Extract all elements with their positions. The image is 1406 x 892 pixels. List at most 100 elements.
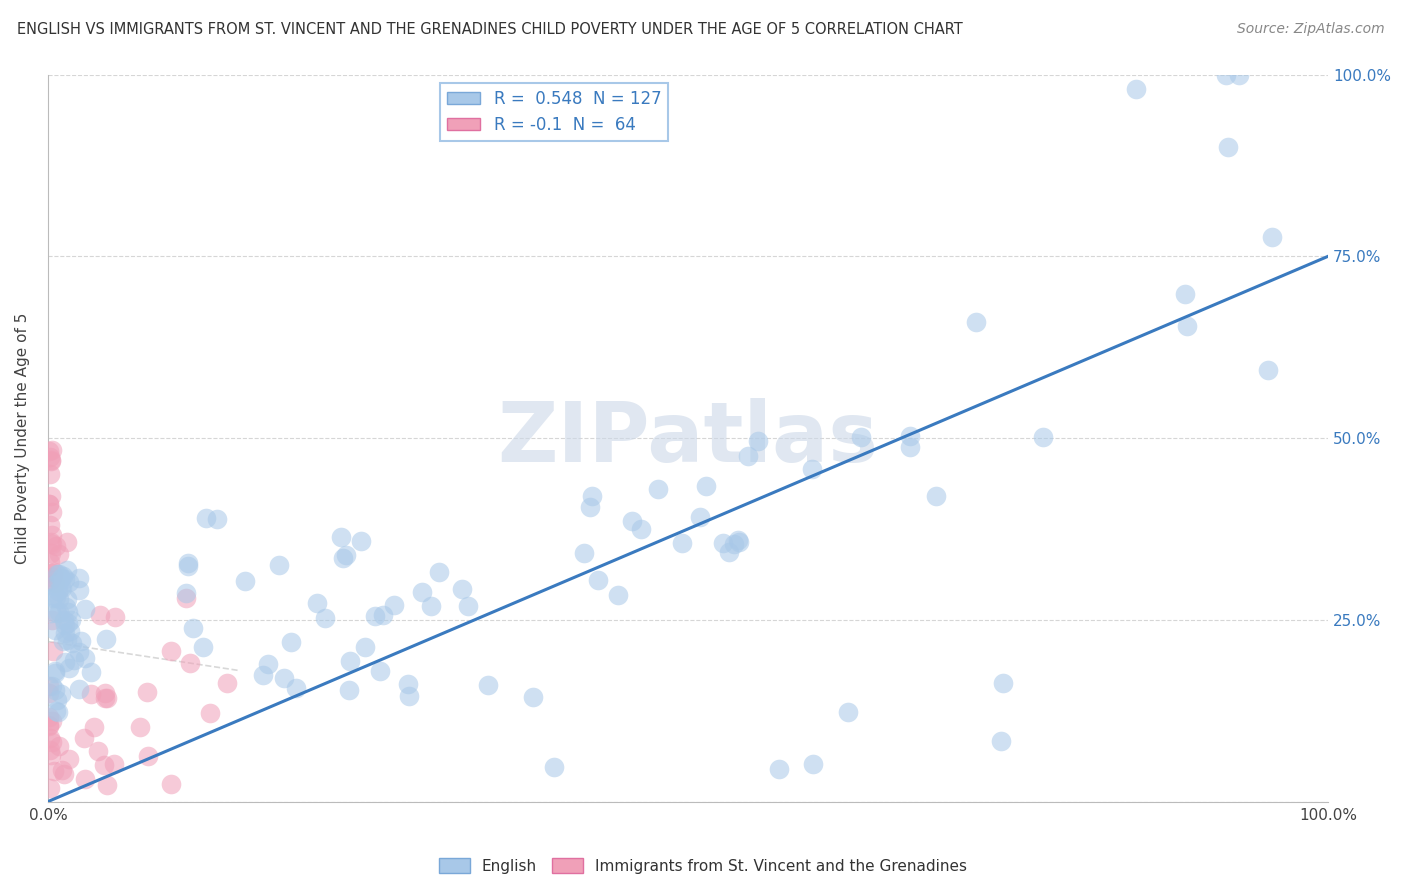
Point: [711, 536, 734, 550]
Point: [717, 545, 740, 559]
Point: [330, 530, 353, 544]
Point: [52, 634, 75, 648]
Point: [52, 766, 75, 780]
Point: [41, 537, 63, 551]
Point: [38, 719, 60, 733]
Point: [67, 583, 90, 598]
Point: [39, 606, 62, 620]
Point: [60, 635, 83, 649]
Point: [572, 545, 595, 559]
Point: [451, 582, 474, 596]
Point: [174, 585, 197, 599]
Point: [382, 598, 405, 612]
Point: [87, 744, 110, 758]
Point: [159, 777, 181, 791]
Point: [73, 731, 96, 745]
Point: [39, 467, 62, 482]
Point: [55, 599, 77, 614]
Point: [44, 576, 66, 591]
Point: [46, 567, 69, 582]
Point: [45, 590, 67, 604]
Point: [38, 497, 60, 511]
Point: [1175, 318, 1198, 333]
Point: [723, 536, 745, 550]
Point: [67, 681, 90, 696]
Point: [60, 613, 83, 627]
Point: [285, 681, 308, 695]
Point: [747, 434, 769, 449]
Point: [335, 548, 357, 562]
Point: [48, 566, 70, 581]
Point: [768, 762, 790, 776]
Point: [48, 739, 70, 753]
Point: [695, 479, 717, 493]
Point: [51, 580, 73, 594]
Point: [48, 574, 70, 589]
Point: [45, 704, 67, 718]
Point: [49, 570, 72, 584]
Point: [177, 556, 200, 570]
Point: [53, 618, 76, 632]
Point: [103, 756, 125, 771]
Point: [396, 677, 419, 691]
Point: [1174, 286, 1197, 301]
Point: [41, 570, 63, 584]
Point: [38, 573, 60, 587]
Point: [42, 644, 65, 658]
Point: [727, 533, 749, 548]
Point: [39, 517, 62, 532]
Point: [41, 566, 63, 581]
Point: [67, 571, 90, 585]
Point: [46, 606, 69, 620]
Point: [94, 691, 117, 706]
Point: [129, 720, 152, 734]
Point: [39, 556, 62, 570]
Point: [427, 566, 450, 580]
Point: [630, 522, 652, 536]
Point: [38, 679, 60, 693]
Point: [477, 678, 499, 692]
Point: [56, 632, 79, 647]
Point: [46, 693, 69, 707]
Point: [337, 682, 360, 697]
Point: [354, 640, 377, 654]
Point: [38, 742, 60, 756]
Point: [41, 714, 63, 728]
Point: [737, 450, 759, 464]
Point: [104, 609, 127, 624]
Point: [48, 591, 70, 606]
Point: [59, 624, 82, 639]
Y-axis label: Child Poverty Under the Age of 5: Child Poverty Under the Age of 5: [15, 312, 30, 564]
Point: [1261, 230, 1284, 244]
Text: Source: ZipAtlas.com: Source: ZipAtlas.com: [1237, 22, 1385, 37]
Point: [42, 590, 65, 604]
Text: ZIPatlas: ZIPatlas: [498, 398, 879, 478]
Legend: English, Immigrants from St. Vincent and the Grenadines: English, Immigrants from St. Vincent and…: [433, 852, 973, 880]
Point: [586, 573, 609, 587]
Point: [1218, 140, 1240, 154]
Point: [56, 605, 79, 619]
Point: [801, 757, 824, 772]
Point: [41, 613, 63, 627]
Point: [179, 656, 201, 670]
Point: [41, 679, 63, 693]
Point: [38, 497, 60, 511]
Point: [522, 690, 544, 704]
Point: [256, 657, 278, 671]
Point: [305, 596, 328, 610]
Point: [689, 510, 711, 524]
Point: [39, 747, 62, 762]
Point: [96, 632, 118, 646]
Point: [252, 667, 274, 681]
Point: [48, 547, 70, 561]
Point: [41, 527, 63, 541]
Point: [925, 489, 948, 503]
Point: [205, 512, 228, 526]
Text: ENGLISH VS IMMIGRANTS FROM ST. VINCENT AND THE GRENADINES CHILD POVERTY UNDER TH: ENGLISH VS IMMIGRANTS FROM ST. VINCENT A…: [17, 22, 963, 37]
Point: [96, 690, 118, 705]
Point: [53, 614, 76, 628]
Point: [93, 758, 115, 772]
Point: [314, 611, 336, 625]
Point: [56, 535, 79, 549]
Point: [83, 721, 105, 735]
